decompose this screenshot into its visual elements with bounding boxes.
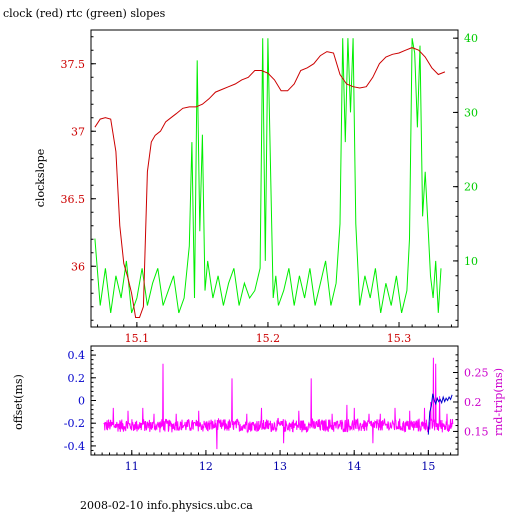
bottom-y2label: rnd-trip(ms)	[492, 368, 505, 436]
chart-title: clock (red) rtc (green) slopes	[3, 7, 166, 20]
top-y2tick-label: 20	[464, 181, 478, 194]
bottom-xtick-label: 14	[347, 460, 361, 473]
top-ylabel: clockslope	[34, 149, 47, 207]
bottom-y2tick-label: 0.25	[464, 367, 489, 380]
bottom-ylabel: offset(ms)	[12, 374, 25, 430]
bottom-series-layer	[103, 357, 454, 450]
top-xtick-label: 15.2	[256, 332, 281, 345]
top-plot-frame	[90, 29, 459, 328]
bottom-chart: 11 12 13 14 15 -0.4 -0.2 0 0.2 0.4 0.15 0.2 0.25 off…	[12, 345, 505, 473]
top-axes-layer: 15.1 15.2 15.3 36 36.5 37 37.5 10 20 30 40	[61, 32, 479, 345]
top-y2tick-label: 40	[464, 32, 478, 45]
bottom-ytick-label: 0.2	[68, 372, 86, 385]
bottom-axes-layer: 11 12 13 14 15 -0.4 -0.2 0 0.2 0.4 0.15 0.2 0.25	[64, 349, 489, 473]
top-y2tick-label: 30	[464, 106, 478, 119]
roundtrip-line	[103, 357, 454, 450]
rtc-slope-line	[94, 38, 442, 314]
top-ytick-label: 37.5	[61, 58, 86, 71]
top-ytick-label: 36.5	[61, 193, 86, 206]
bottom-ytick-label: 0	[78, 395, 85, 408]
bottom-xtick-label: 12	[199, 460, 213, 473]
top-chart: 15.1 15.2 15.3 36 36.5 37 37.5 10 20 30 40 clocksl…	[34, 29, 479, 345]
top-xtick-label: 15.3	[387, 332, 412, 345]
bottom-y2tick-label: 0.15	[464, 425, 489, 438]
clock-slope-line	[94, 47, 446, 318]
bottom-xtick-label: 15	[421, 460, 435, 473]
top-xtick-label: 15.1	[125, 332, 150, 345]
top-ytick-label: 36	[71, 260, 85, 273]
top-ytick-label: 37	[71, 125, 85, 138]
bottom-ytick-label: 0.4	[68, 349, 86, 362]
bottom-y2tick-label: 0.2	[464, 396, 482, 409]
offset-line	[427, 393, 453, 435]
bottom-xtick-label: 11	[125, 460, 139, 473]
top-series-layer	[94, 38, 446, 318]
top-y2tick-label: 10	[464, 255, 478, 268]
bottom-xtick-label: 13	[273, 460, 287, 473]
bottom-ytick-label: -0.4	[64, 440, 85, 453]
footer-text: 2008-02-10 info.physics.ubc.ca	[80, 499, 253, 512]
bottom-ytick-label: -0.2	[64, 417, 85, 430]
